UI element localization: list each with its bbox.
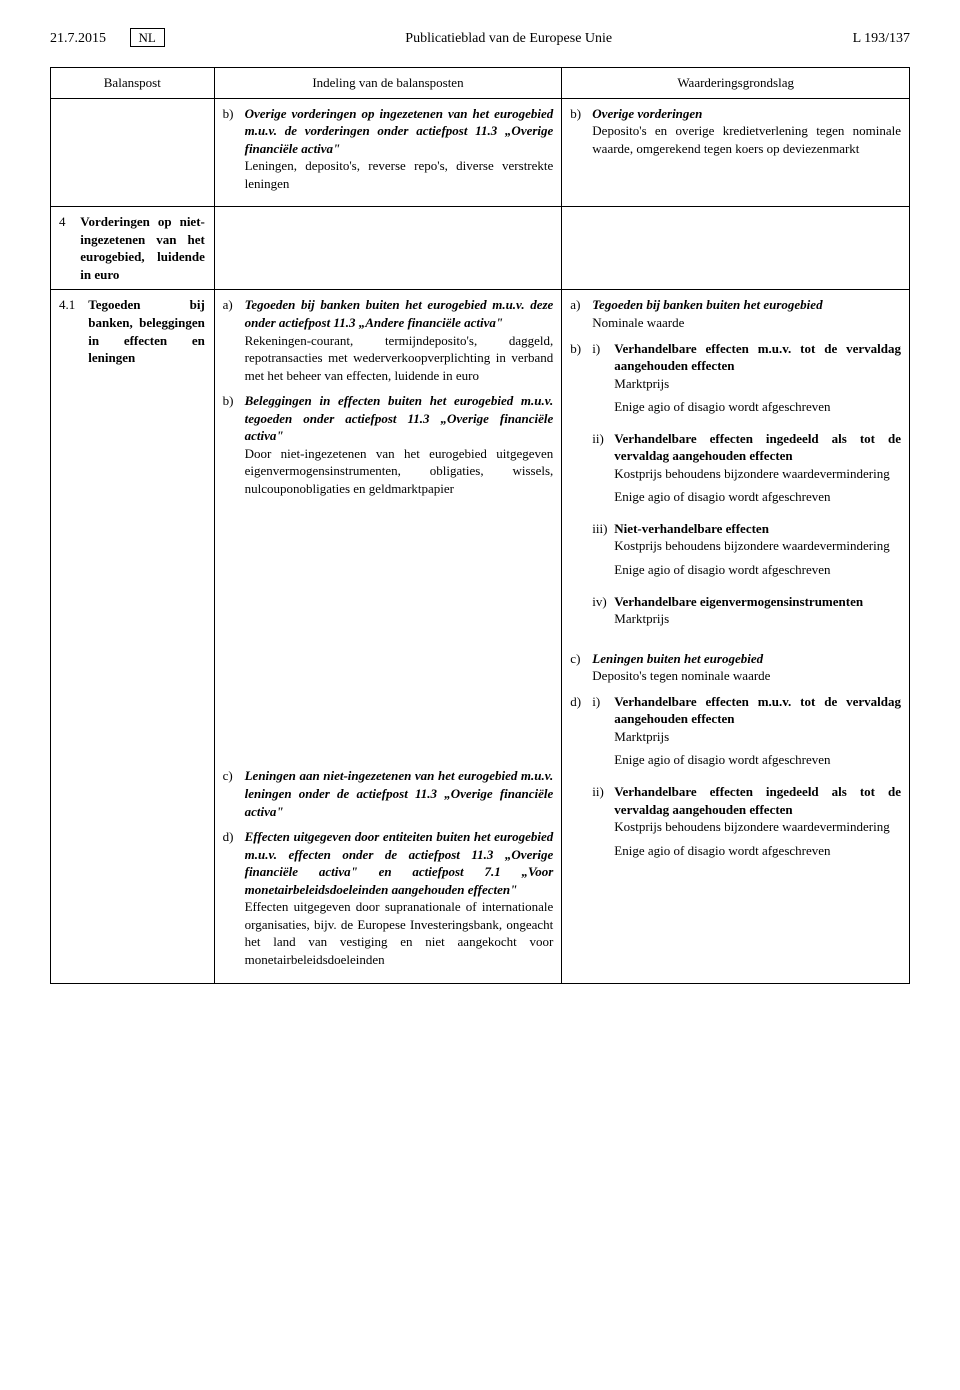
- cell-indeling-empty: [214, 207, 562, 290]
- header-title: Publicatieblad van de Europese Unie: [165, 31, 853, 47]
- item-heading: Tegoeden bij banken buiten het eurogebie…: [592, 297, 822, 312]
- list-marker: d): [223, 828, 245, 968]
- item-heading: Tegoeden bij banken buiten het eurogebie…: [245, 297, 554, 330]
- list-content: Beleggingen in effecten buiten het eurog…: [245, 392, 554, 497]
- list-marker: b): [223, 392, 245, 497]
- list-content: Effecten uitgegeven door entiteiten buit…: [245, 828, 554, 968]
- item-body: Leningen, deposito's, reverse repo's, di…: [245, 157, 554, 192]
- sub-content: Verhandelbare effecten ingedeeld als tot…: [614, 783, 901, 865]
- list-marker: b): [223, 105, 245, 193]
- item-heading: Beleggingen in effecten buiten het eurog…: [245, 393, 554, 443]
- list-content: i) Verhandelbare effecten m.u.v. tot de …: [592, 340, 901, 642]
- cell-indeling: b) Overige vorderingen op ingezetenen va…: [214, 98, 562, 207]
- sub-content: Verhandelbare effecten m.u.v. tot de ver…: [614, 693, 901, 775]
- header-date: 21.7.2015: [50, 31, 106, 46]
- sub-heading: Niet-verhandelbare effecten: [614, 521, 769, 536]
- list-content: i) Verhandelbare effecten m.u.v. tot de …: [592, 693, 901, 873]
- table-row: 4.1 Tegoeden bij banken, beleggingen in …: [51, 290, 910, 983]
- header-lang-box: NL: [130, 28, 165, 47]
- item-body: Effecten uitgegeven door supranationale …: [245, 898, 554, 968]
- bp-number: 4: [59, 213, 77, 231]
- item-heading: Overige vorderingen: [592, 106, 702, 121]
- bp-text: Tegoeden bij banken, beleggingen in effe…: [88, 296, 205, 366]
- sub-marker: i): [592, 693, 614, 775]
- sub-marker: iv): [592, 593, 614, 634]
- col-header-indeling: Indeling van de balansposten: [214, 68, 562, 99]
- sub-line: Enige agio of disagio wordt afgeschreven: [614, 561, 901, 579]
- sub-line: Marktprijs: [614, 375, 901, 393]
- sub-line: Enige agio of disagio wordt afgeschreven: [614, 488, 901, 506]
- list-marker: a): [223, 296, 245, 384]
- cell-waardering-empty: [562, 207, 910, 290]
- sub-marker: ii): [592, 430, 614, 512]
- sub-content: Verhandelbare effecten m.u.v. tot de ver…: [614, 340, 901, 422]
- sub-marker: iii): [592, 520, 614, 585]
- col-header-balanspost: Balanspost: [51, 68, 215, 99]
- sub-content: Verhandelbare effecten ingedeeld als tot…: [614, 430, 901, 512]
- list-marker: d): [570, 693, 592, 873]
- cell-indeling: a) Tegoeden bij banken buiten het euroge…: [214, 290, 562, 983]
- item-heading: Leningen aan niet-ingezetenen van het eu…: [245, 768, 554, 818]
- list-marker: b): [570, 340, 592, 642]
- sub-line: Enige agio of disagio wordt afgeschreven: [614, 751, 901, 769]
- sub-line: Kostprijs behoudens bijzondere waardever…: [614, 537, 901, 555]
- item-body: Rekeningen-courant, termijndeposito's, d…: [245, 332, 554, 385]
- item-heading: Overige vorderingen op ingezetenen van h…: [245, 106, 554, 156]
- item-body: Door niet-ingezetenen van het eurogebied…: [245, 445, 554, 498]
- item-body: Nominale waarde: [592, 314, 901, 332]
- sub-line: Enige agio of disagio wordt afgeschreven: [614, 398, 901, 416]
- cell-bp: 4.1 Tegoeden bij banken, beleggingen in …: [51, 290, 215, 983]
- item-body: Deposito's tegen nominale waarde: [592, 667, 901, 685]
- table-row: b) Overige vorderingen op ingezetenen va…: [51, 98, 910, 207]
- list-marker: a): [570, 296, 592, 331]
- item-heading: Leningen buiten het eurogebied: [592, 651, 763, 666]
- cell-bp: 4 Vorderingen op niet-ingezetenen van he…: [51, 207, 215, 290]
- sub-marker: i): [592, 340, 614, 422]
- sub-heading: Verhandelbare effecten ingedeeld als tot…: [614, 431, 901, 464]
- sub-content: Verhandelbare eigenvermogensinstrumenten…: [614, 593, 901, 634]
- sub-line: Kostprijs behoudens bijzondere waardever…: [614, 465, 901, 483]
- item-body: Deposito's en overige kredietverlening t…: [592, 122, 901, 157]
- balance-table: Balanspost Indeling van de balansposten …: [50, 67, 910, 984]
- page: 21.7.2015 NL Publicatieblad van de Europ…: [0, 0, 960, 1014]
- sub-heading: Verhandelbare effecten ingedeeld als tot…: [614, 784, 901, 817]
- item-heading: Effecten uitgegeven door entiteiten buit…: [245, 829, 554, 897]
- list-content: Overige vorderingen Deposito's en overig…: [592, 105, 901, 158]
- list-content: Overige vorderingen op ingezetenen van h…: [245, 105, 554, 193]
- table-header-row: Balanspost Indeling van de balansposten …: [51, 68, 910, 99]
- sub-heading: Verhandelbare effecten m.u.v. tot de ver…: [614, 341, 901, 374]
- sub-line: Marktprijs: [614, 610, 901, 628]
- list-marker: c): [223, 767, 245, 820]
- page-header: 21.7.2015 NL Publicatieblad van de Europ…: [50, 30, 910, 47]
- cell-waardering: a) Tegoeden bij banken buiten het euroge…: [562, 290, 910, 983]
- list-content: Tegoeden bij banken buiten het eurogebie…: [592, 296, 901, 331]
- sub-heading: Verhandelbare effecten m.u.v. tot de ver…: [614, 694, 901, 727]
- sub-line: Kostprijs behoudens bijzondere waardever…: [614, 818, 901, 836]
- list-marker: c): [570, 650, 592, 685]
- sub-content: Niet-verhandelbare effecten Kostprijs be…: [614, 520, 901, 585]
- sub-line: Marktprijs: [614, 728, 901, 746]
- header-left: 21.7.2015 NL: [50, 30, 165, 47]
- bp-text: Vorderingen op niet-ingezetenen van het …: [80, 213, 205, 283]
- table-row: 4 Vorderingen op niet-ingezetenen van he…: [51, 207, 910, 290]
- list-content: Tegoeden bij banken buiten het eurogebie…: [245, 296, 554, 384]
- cell-waardering: b) Overige vorderingen Deposito's en ove…: [562, 98, 910, 207]
- list-content: Leningen aan niet-ingezetenen van het eu…: [245, 767, 554, 820]
- cell-bp-empty: [51, 98, 215, 207]
- col-header-waardering: Waarderingsgrondslag: [562, 68, 910, 99]
- sub-line: Enige agio of disagio wordt afgeschreven: [614, 842, 901, 860]
- list-content: Leningen buiten het eurogebied Deposito'…: [592, 650, 901, 685]
- sub-heading: Verhandelbare eigenvermogensinstrumenten: [614, 594, 863, 609]
- bp-number: 4.1: [59, 296, 85, 314]
- header-page-ref: L 193/137: [853, 31, 910, 47]
- list-marker: b): [570, 105, 592, 158]
- sub-marker: ii): [592, 783, 614, 865]
